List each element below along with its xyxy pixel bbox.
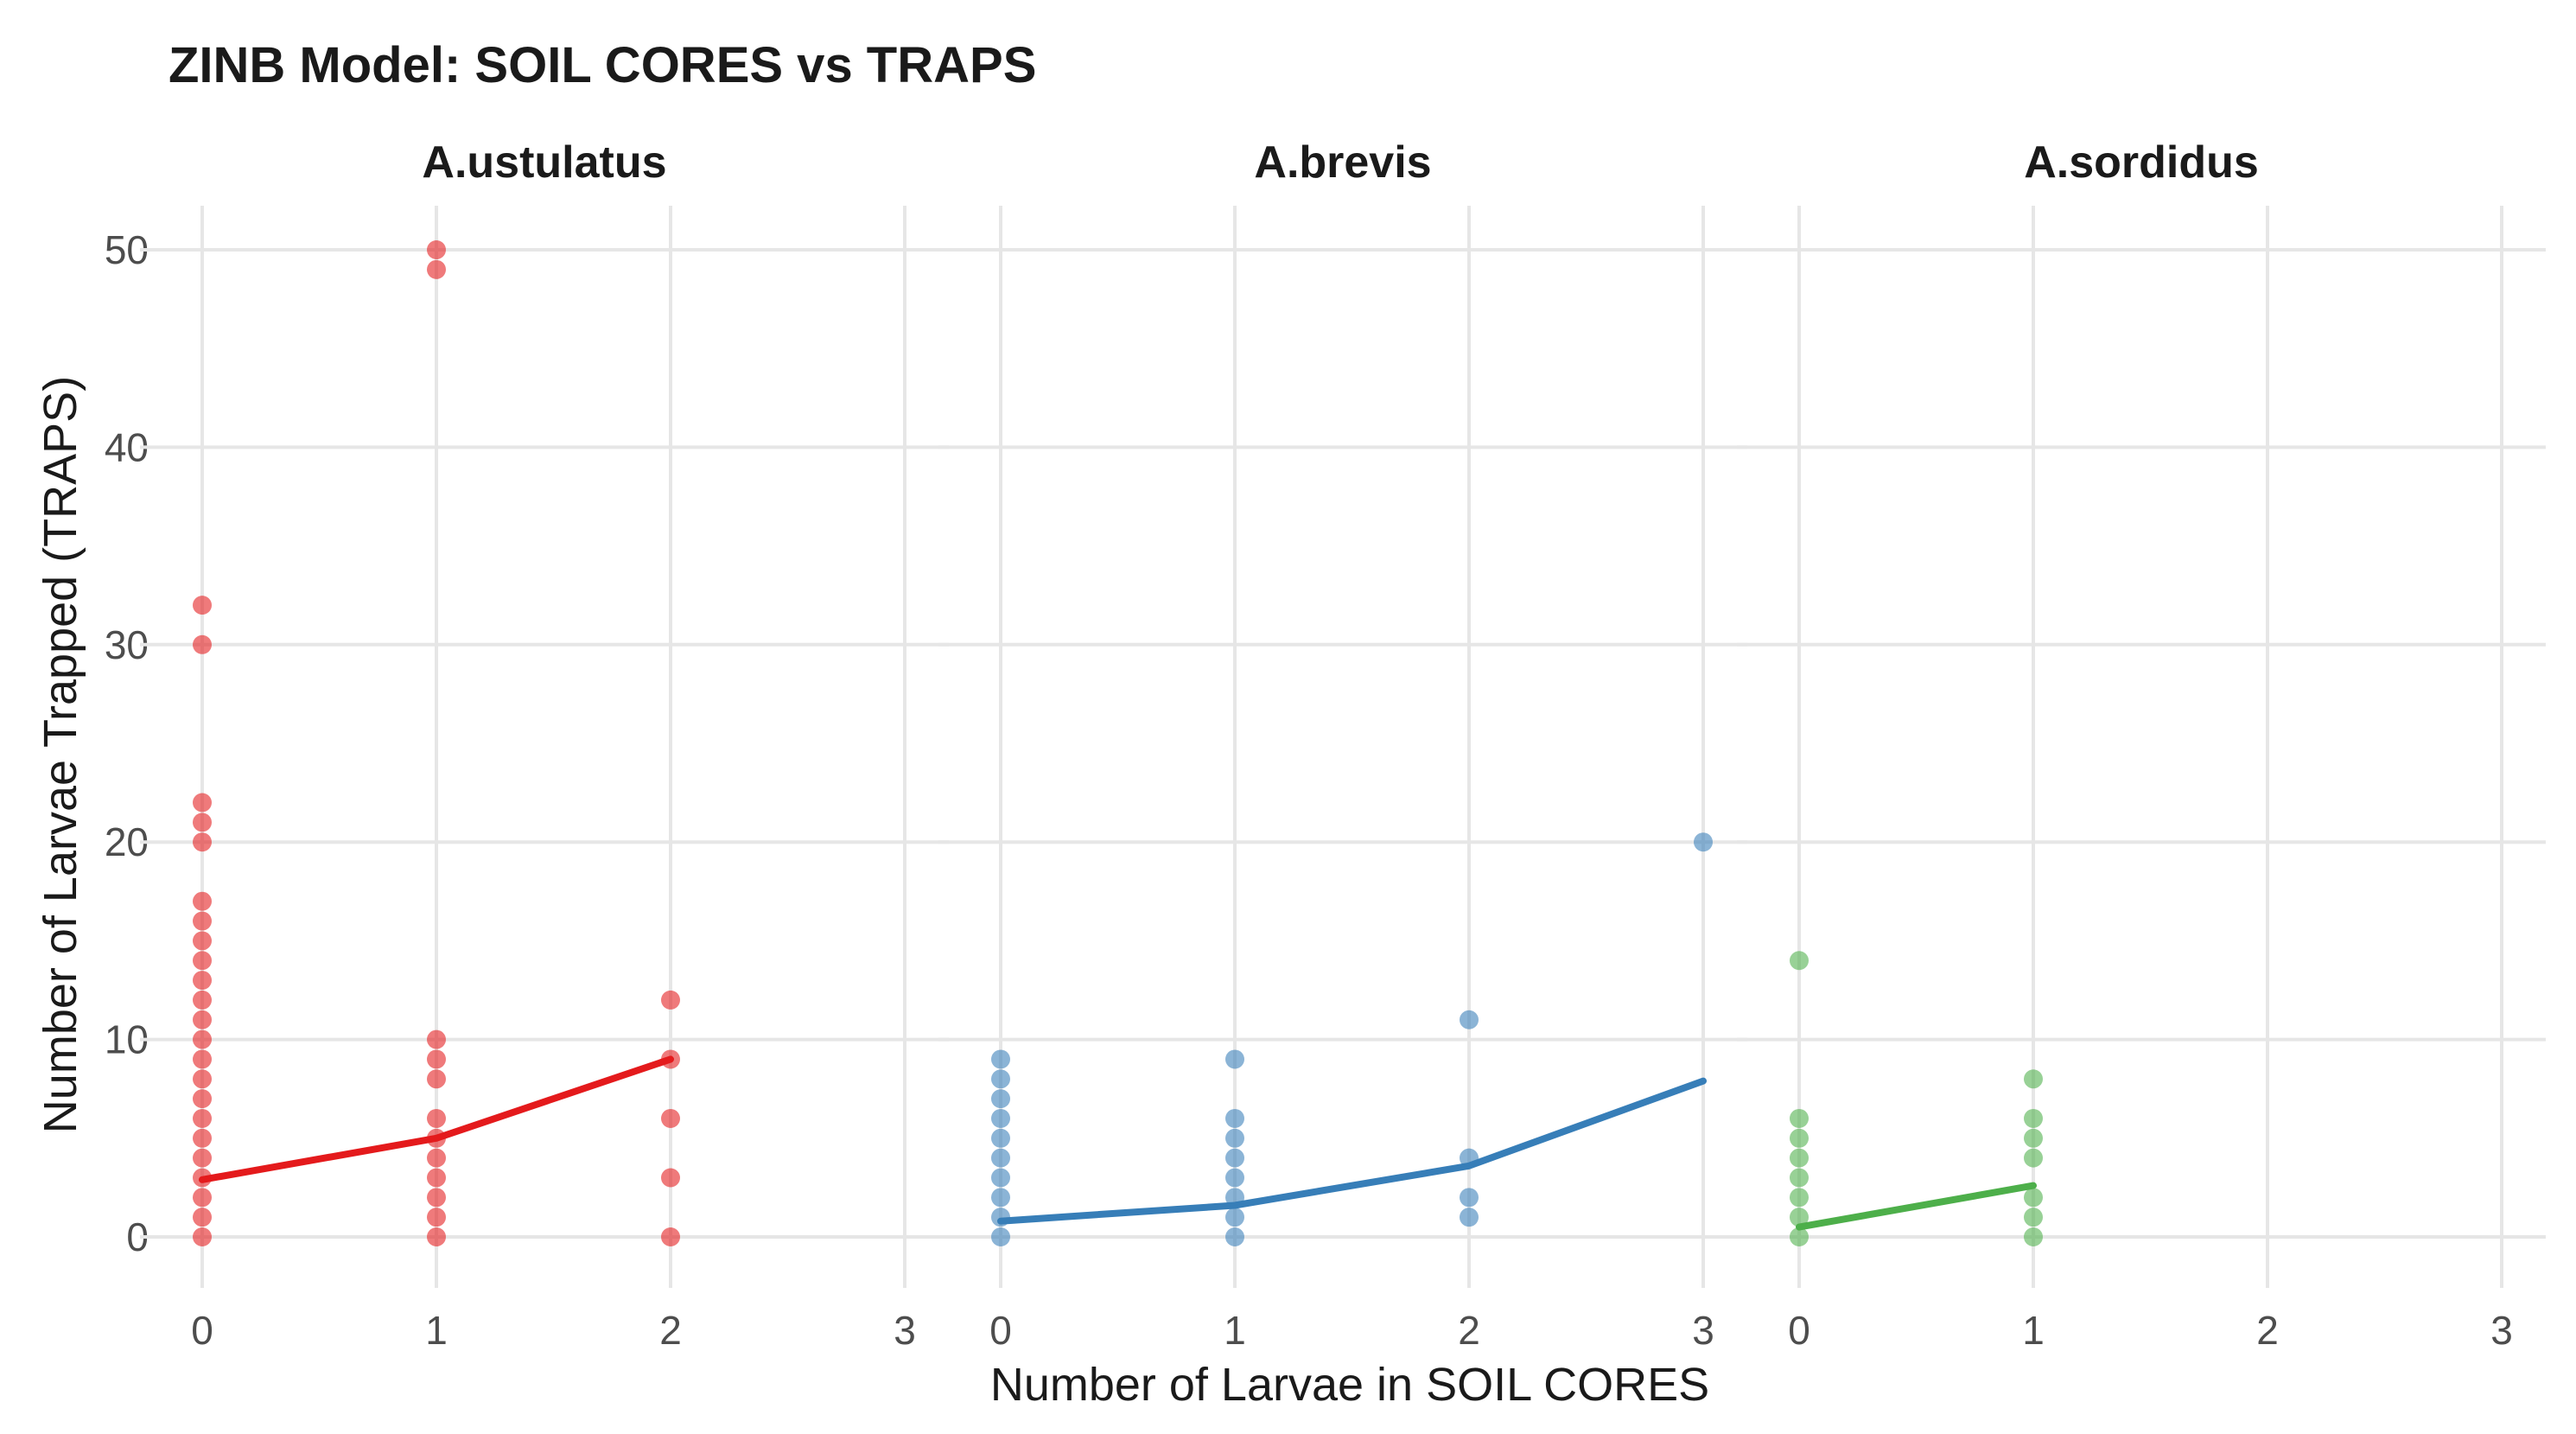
data-point	[193, 1227, 212, 1246]
data-point	[193, 634, 212, 654]
data-point	[1790, 1188, 1809, 1208]
data-point	[193, 911, 212, 931]
data-point	[991, 1227, 1010, 1246]
data-point	[193, 813, 212, 832]
data-point	[1460, 1188, 1479, 1208]
data-point	[427, 1069, 446, 1089]
data-point	[661, 990, 680, 1010]
data-point	[427, 1108, 446, 1128]
data-point	[193, 1010, 212, 1029]
x-tick-label: 2	[2256, 1308, 2279, 1353]
data-point	[193, 1108, 212, 1128]
facet-panel-a-brevis: A.brevis 0 1 2 3	[938, 137, 1747, 1353]
data-point	[991, 1049, 1010, 1069]
data-point	[2024, 1128, 2043, 1148]
data-point	[193, 891, 212, 911]
data-point	[193, 1089, 212, 1109]
data-point	[427, 1227, 446, 1246]
data-point	[193, 1148, 212, 1168]
data-point	[991, 1108, 1010, 1128]
data-point	[661, 1108, 680, 1128]
data-point	[1225, 1168, 1244, 1188]
data-point	[991, 1168, 1010, 1188]
facet-strip-label: A.brevis	[1254, 137, 1431, 188]
data-point	[991, 1069, 1010, 1089]
data-point	[193, 793, 212, 813]
fit-line	[199, 1055, 674, 1183]
data-point	[2024, 1069, 2043, 1089]
data-point	[427, 1168, 446, 1188]
data-point	[193, 832, 212, 852]
data-point	[193, 1128, 212, 1148]
data-point	[427, 1148, 446, 1168]
data-point	[193, 951, 212, 971]
data-point	[193, 1029, 212, 1049]
data-point	[991, 1128, 1010, 1148]
data-point	[2024, 1108, 2043, 1128]
data-point	[427, 1208, 446, 1227]
data-point	[427, 1029, 446, 1049]
data-point	[1225, 1227, 1244, 1246]
data-point	[2024, 1227, 2043, 1246]
x-axis-label: Number of Larvae in SOIL CORES	[990, 1359, 1709, 1411]
x-tick-label: 3	[2490, 1308, 2513, 1353]
data-point	[193, 990, 212, 1010]
data-point	[1790, 1227, 1809, 1246]
data-point	[1790, 1108, 1809, 1128]
data-point	[193, 1188, 212, 1208]
data-point	[193, 971, 212, 991]
x-tick-label: 3	[1692, 1308, 1714, 1353]
x-tick-label: 1	[1224, 1308, 1246, 1353]
fit-line	[997, 1077, 1707, 1225]
x-tick-label: 3	[894, 1308, 916, 1353]
chart-title: ZINB Model: SOIL CORES vs TRAPS	[169, 37, 1036, 93]
data-point	[1790, 1128, 1809, 1148]
data-point	[991, 1089, 1010, 1109]
x-tick-label: 2	[1458, 1308, 1480, 1353]
data-point	[1460, 1208, 1479, 1227]
data-point	[991, 1188, 1010, 1208]
data-point	[427, 259, 446, 279]
data-point	[1790, 951, 1809, 971]
data-point	[2024, 1188, 2043, 1208]
data-point	[2024, 1148, 2043, 1168]
data-point	[427, 1188, 446, 1208]
data-point	[427, 1049, 446, 1069]
x-tick-label: 2	[659, 1308, 682, 1353]
data-point	[427, 240, 446, 259]
data-point	[193, 1049, 212, 1069]
facet-panel-a-sordidus: A.sordidus 0 1 2 3	[1737, 137, 2546, 1353]
data-point	[1460, 1010, 1479, 1029]
x-tick-label: 1	[2022, 1308, 2045, 1353]
x-tick-label: 0	[1788, 1308, 1810, 1353]
y-axis-label: Number of Larvae Trapped (TRAPS)	[35, 376, 86, 1133]
fit-line	[1796, 1182, 2037, 1231]
data-point	[193, 596, 212, 615]
data-point	[1225, 1208, 1244, 1227]
data-point	[1225, 1049, 1244, 1069]
data-point	[661, 1168, 680, 1188]
data-point	[2024, 1208, 2043, 1227]
facet-strip-label: A.ustulatus	[422, 137, 666, 188]
data-point	[661, 1227, 680, 1246]
data-point	[1694, 832, 1713, 852]
x-tick-label: 1	[425, 1308, 448, 1353]
x-tick-label: 0	[191, 1308, 213, 1353]
data-point	[1225, 1128, 1244, 1148]
data-point	[991, 1148, 1010, 1168]
data-point	[1225, 1148, 1244, 1168]
data-point	[193, 1069, 212, 1089]
facet-panel-a-ustulatus: A.ustulatus 0 1 2 3	[140, 137, 949, 1353]
data-point	[1790, 1208, 1809, 1227]
data-point	[1790, 1168, 1809, 1188]
facet-strip-label: A.sordidus	[2024, 137, 2259, 188]
data-point	[1225, 1108, 1244, 1128]
data-point	[1790, 1148, 1809, 1168]
x-tick-label: 0	[989, 1308, 1012, 1353]
data-point	[193, 931, 212, 951]
data-point	[193, 1208, 212, 1227]
